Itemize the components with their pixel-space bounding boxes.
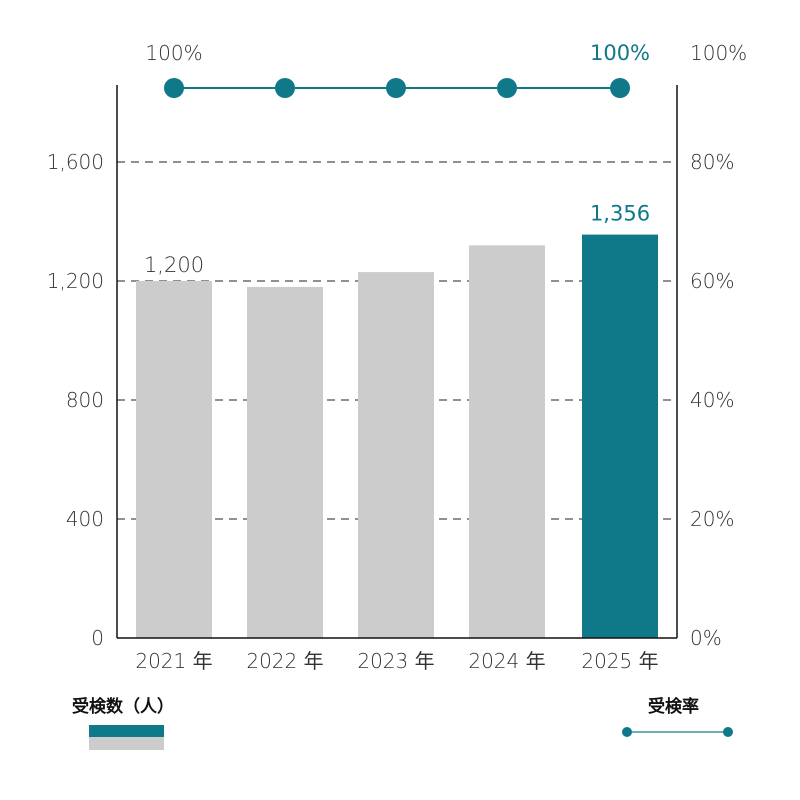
bar-2022: [247, 286, 323, 638]
rate-point: [275, 78, 295, 98]
rate-point: [610, 78, 630, 98]
y2-tick-label: 0%: [690, 626, 722, 650]
y2-tick-label: 100%: [690, 41, 747, 65]
rate-point: [497, 78, 517, 98]
bar-data-label: 1,200: [144, 253, 204, 277]
y-tick-label: 0: [91, 626, 104, 650]
y-tick-label: 1,200: [47, 269, 104, 293]
bar-2024: [469, 245, 545, 639]
x-tick-label: 2024 年: [468, 649, 545, 673]
x-tick-label: 2025 年: [581, 649, 658, 673]
y-tick-label: 400: [66, 507, 104, 531]
bar-2021: [136, 281, 212, 638]
y2-tick-label: 20%: [690, 507, 734, 531]
rate-point: [164, 78, 184, 98]
rate-data-label: 100%: [590, 41, 650, 65]
bar-2025: [582, 234, 658, 638]
bar-2023: [358, 272, 434, 638]
y2-tick-label: 60%: [690, 269, 734, 293]
legend-line-label: 受検率: [648, 697, 699, 717]
x-tick-label: 2023 年: [357, 649, 434, 673]
legend-swatch-highlight: [89, 725, 164, 737]
bar-data-label: 1,356: [590, 202, 650, 226]
rate-point: [386, 78, 406, 98]
x-tick-label: 2022 年: [246, 649, 323, 673]
y-tick-label: 800: [66, 388, 104, 412]
legend-swatch-gray: [89, 737, 164, 750]
legend-bars-label: 受検数（人）: [72, 697, 174, 717]
y-tick-label: 1,600: [47, 150, 104, 174]
y2-tick-label: 80%: [690, 150, 734, 174]
legend-bars-swatch: [89, 725, 164, 750]
x-tick-label: 2021 年: [135, 649, 212, 673]
y2-tick-label: 40%: [690, 388, 734, 412]
rate-data-label: 100%: [145, 41, 202, 65]
